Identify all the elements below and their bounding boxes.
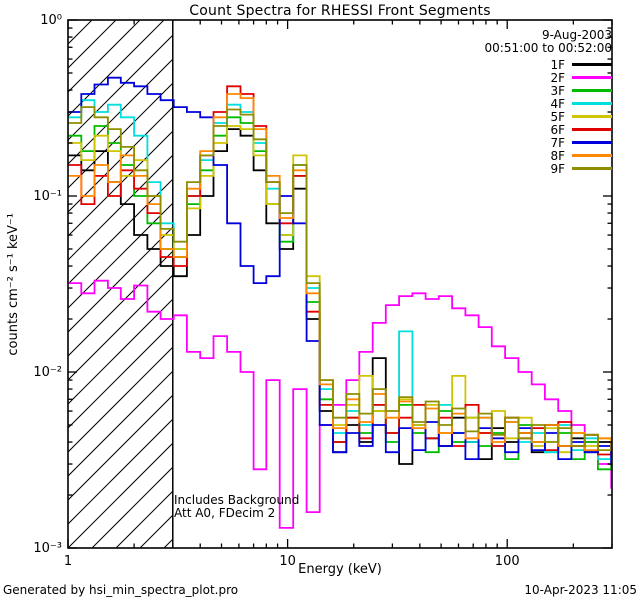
tick-label: 100 [495,554,520,569]
legend-entry-1f: 1F [550,57,612,72]
tick-label: 10⁰ [40,13,62,28]
series-7F [68,76,612,465]
series-1F [68,128,612,465]
axis-frame [67,19,613,549]
x-axis-label: Energy (keV) [298,562,382,577]
hatch-region [68,20,173,548]
annotation-background: Includes Background [174,493,300,507]
tick-label: 10⁻³ [33,541,62,556]
legend-label: 9F [550,161,565,176]
legend-swatch [572,167,612,170]
tick-label: 10 [279,554,296,569]
legend-label: 7F [550,135,565,150]
legend-entry-9f: 9F [550,161,612,176]
legend: 1F 2F 3F 4F 5F 6F 7F 8F 9F [550,57,612,176]
legend-swatch [572,141,612,144]
legend-label: 5F [550,109,565,124]
legend-label: 8F [550,148,565,163]
legend-swatch [572,154,612,157]
tick-label: 1 [64,554,72,569]
series-lines [68,76,612,529]
legend-label: 1F [550,57,565,72]
legend-entry-5f: 5F [550,109,612,124]
legend-label: 2F [550,70,565,85]
legend-entry-2f: 2F [550,70,612,85]
legend-label: 3F [550,83,565,98]
series-9F [68,106,612,451]
legend-swatch [572,102,612,105]
legend-entry-7f: 7F [550,135,612,150]
legend-swatch [572,115,612,118]
axis-ticks [67,19,613,549]
series-3F [68,116,612,471]
legend-entry-8f: 8F [550,148,612,163]
legend-entry-4f: 4F [550,96,612,111]
series-2F [68,279,612,529]
y-axis-label-text: counts cm⁻² s⁻¹ keV⁻¹ [5,212,21,356]
footer-timestamp: 10-Apr-2023 11:05 [524,583,637,597]
legend-swatch [572,89,612,92]
legend-entry-3f: 3F [550,83,612,98]
plot-annotations: Includes Background Att A0, FDecim 2 [174,494,299,520]
annotation-attenuator: Att A0, FDecim 2 [174,506,276,520]
series-8F [68,93,612,451]
observation-datetime: 9-Aug-2003 00:51:00 to 00:52:00 [485,29,612,55]
legend-label: 4F [550,96,565,111]
legend-entry-6f: 6F [550,122,612,137]
legend-swatch [572,63,612,66]
series-5F [68,125,612,454]
legend-label: 6F [550,122,565,137]
tick-label: 10⁻¹ [33,189,62,204]
y-axis-label: counts cm⁻² s⁻¹ keV⁻¹ [2,20,24,548]
footer-generator: Generated by hsi_min_spectra_plot.pro [3,583,239,597]
tick-label: 10⁻² [33,365,62,380]
legend-swatch [572,128,612,131]
legend-swatch [572,76,612,79]
series-6F [68,85,612,456]
plot-title: Count Spectra for RHESSI Front Segments [189,3,491,19]
observation-time-range: 00:51:00 to 00:52:00 [484,41,612,55]
observation-date: 9-Aug-2003 [541,28,612,42]
